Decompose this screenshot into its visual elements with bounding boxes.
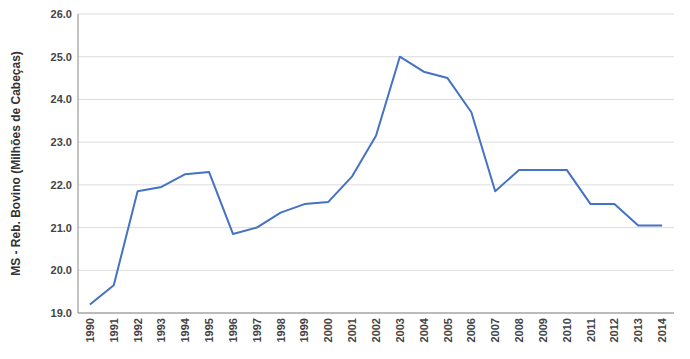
y-tick-label: 19.0 bbox=[51, 307, 72, 319]
x-tick-label: 2012 bbox=[608, 318, 620, 342]
x-tick-label: 2001 bbox=[346, 318, 358, 342]
grid-line bbox=[78, 99, 674, 100]
x-tick-label: 1991 bbox=[108, 318, 120, 342]
grid-line bbox=[78, 56, 674, 57]
y-tick-label: 25.0 bbox=[51, 51, 72, 63]
y-tick-label: 22.0 bbox=[51, 179, 72, 191]
plot-data bbox=[90, 57, 662, 305]
x-tick-label: 1990 bbox=[84, 318, 96, 342]
y-grid bbox=[78, 14, 674, 313]
y-tick-label: 23.0 bbox=[51, 136, 72, 148]
x-axis: 1990 1991 1992 1993 1994 1995 1996 1997 1998 1999… bbox=[84, 317, 668, 342]
grid-line bbox=[78, 227, 674, 228]
x-axis-line bbox=[78, 313, 674, 314]
y-axis: 19.0 20.0 21.0 22.0 23.0 24.0 25.0 26.0 bbox=[51, 8, 72, 319]
x-tick-label: 1994 bbox=[179, 317, 191, 342]
x-tick-label: 2005 bbox=[442, 318, 454, 342]
grid-line bbox=[78, 270, 674, 271]
x-tick-label: 1997 bbox=[251, 318, 263, 342]
x-tick-label: 2003 bbox=[394, 318, 406, 342]
x-tick-label: 2004 bbox=[418, 317, 430, 342]
y-axis-line bbox=[78, 14, 79, 313]
y-tick-label: 24.0 bbox=[51, 93, 72, 105]
x-tick-label: 2002 bbox=[370, 318, 382, 342]
y-tick-label: 20.0 bbox=[51, 264, 72, 276]
y-tick-label: 26.0 bbox=[51, 8, 72, 20]
x-tick-label: 1993 bbox=[155, 318, 167, 342]
y-tick-label: 21.0 bbox=[51, 222, 72, 234]
x-tick-label: 2014 bbox=[656, 317, 668, 342]
x-tick-label: 1998 bbox=[275, 318, 287, 342]
y-axis-label: MS - Reb. Bovino (Milhões de Cabeças) bbox=[9, 51, 23, 276]
x-tick-label: 1992 bbox=[132, 318, 144, 342]
x-tick-label: 2007 bbox=[489, 318, 501, 342]
x-tick-label: 2009 bbox=[537, 318, 549, 342]
x-tick-label: 1999 bbox=[298, 318, 310, 342]
x-tick-label: 2006 bbox=[465, 318, 477, 342]
grid-line bbox=[78, 142, 674, 143]
x-tick-label: 2013 bbox=[632, 318, 644, 342]
x-tick-label: 1996 bbox=[227, 318, 239, 342]
x-tick-label: 1995 bbox=[203, 318, 215, 342]
grid-line bbox=[78, 14, 674, 15]
chart: 19.0 20.0 21.0 22.0 23.0 24.0 25.0 26.0 1990 1991… bbox=[0, 0, 690, 359]
grid-line bbox=[78, 313, 674, 314]
series-line bbox=[90, 57, 662, 305]
x-tick-label: 2000 bbox=[322, 318, 334, 342]
x-tick-label: 2011 bbox=[585, 318, 597, 342]
x-tick-label: 2010 bbox=[561, 318, 573, 342]
x-tick-label: 2008 bbox=[513, 318, 525, 342]
